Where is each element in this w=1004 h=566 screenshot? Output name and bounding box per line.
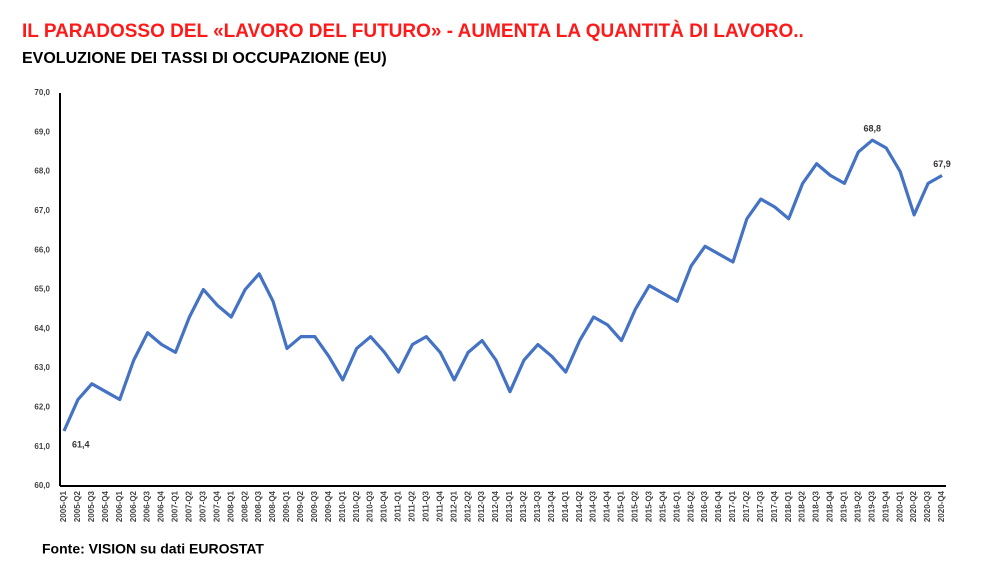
- x-tick-label: 2014-Q1: [561, 490, 570, 522]
- x-tick-label: 2019-Q1: [840, 490, 849, 522]
- x-tick-label: 2012-Q3: [477, 490, 486, 522]
- x-tick-label: 2010-Q1: [338, 490, 347, 522]
- y-tick-label: 66,0: [34, 245, 50, 254]
- x-tick-label: 2005-Q3: [87, 490, 96, 522]
- x-tick-label: 2005-Q2: [73, 490, 82, 522]
- x-tick-label: 2020-Q2: [909, 490, 918, 522]
- x-tick-label: 2008-Q1: [226, 490, 235, 522]
- x-tick-label: 2013-Q3: [533, 490, 542, 522]
- x-tick-label: 2015-Q4: [658, 490, 667, 522]
- x-tick-label: 2017-Q2: [742, 490, 751, 522]
- x-tick-label: 2018-Q4: [826, 490, 835, 522]
- y-tick-label: 64,0: [34, 324, 50, 333]
- x-tick-label: 2016-Q4: [714, 490, 723, 522]
- data-label: 68,8: [864, 124, 882, 134]
- x-tick-label: 2009-Q4: [324, 490, 333, 522]
- x-tick-label: 2009-Q2: [296, 490, 305, 522]
- x-tick-label: 2020-Q3: [923, 490, 932, 522]
- source: Fonte: VISION su dati EUROSTAT: [42, 541, 264, 557]
- x-tick-label: 2020-Q4: [937, 490, 946, 522]
- x-tick-label: 2011-Q3: [421, 490, 430, 521]
- x-tick-label: 2012-Q1: [449, 490, 458, 522]
- x-tick-label: 2017-Q3: [756, 490, 765, 522]
- x-tick-label: 2006-Q3: [143, 490, 152, 522]
- x-tick-label: 2019-Q2: [853, 490, 862, 522]
- y-tick-label: 68,0: [34, 167, 50, 176]
- y-tick-label: 62,0: [34, 403, 50, 412]
- y-tick-label: 60,0: [34, 481, 50, 490]
- x-tick-label: 2006-Q1: [115, 490, 124, 522]
- x-tick-label: 2013-Q1: [505, 490, 514, 522]
- x-tick-label: 2016-Q1: [672, 490, 681, 522]
- x-tick-label: 2014-Q3: [589, 490, 598, 522]
- x-tick-label: 2019-Q3: [867, 490, 876, 522]
- x-tick-label: 2007-Q1: [171, 490, 180, 522]
- x-tick-label: 2018-Q1: [784, 490, 793, 522]
- x-tick-label: 2017-Q4: [770, 490, 779, 522]
- y-tick-label: 63,0: [34, 363, 50, 372]
- x-tick-label: 2005-Q1: [59, 490, 68, 522]
- x-tick-label: 2007-Q3: [198, 490, 207, 522]
- y-tick-label: 70,0: [34, 88, 50, 97]
- x-tick-label: 2008-Q4: [268, 490, 277, 522]
- x-tick-label: 2013-Q4: [547, 490, 556, 522]
- chart-subtitle: EVOLUZIONE DEI TASSI DI OCCUPAZIONE (EU): [22, 50, 387, 67]
- line-series: [62, 138, 943, 432]
- x-tick-label: 2007-Q2: [185, 490, 194, 522]
- x-tick-label: 2012-Q2: [463, 490, 472, 522]
- x-tick-label: 2009-Q1: [282, 490, 291, 522]
- x-tick-label: 2020-Q1: [895, 490, 904, 522]
- x-tick-label: 2016-Q3: [700, 490, 709, 522]
- y-tick-label: 69,0: [34, 127, 50, 136]
- x-tick-label: 2010-Q2: [352, 490, 361, 522]
- data-label: 61,4: [72, 439, 90, 449]
- x-tick-label: 2006-Q2: [129, 490, 138, 522]
- x-tick-label: 2009-Q3: [310, 490, 319, 522]
- data-label: 67,9: [933, 159, 951, 169]
- x-tick-label: 2012-Q4: [491, 490, 500, 522]
- x-tick-label: 2014-Q4: [603, 490, 612, 522]
- x-tick-label: 2015-Q2: [631, 490, 640, 522]
- x-tick-label: 2010-Q3: [366, 490, 375, 522]
- x-tick-label: 2006-Q4: [157, 490, 166, 522]
- x-tick-label: 2008-Q3: [254, 490, 263, 522]
- x-tick-label: 2013-Q2: [519, 490, 528, 522]
- x-tick-label: 2011-Q2: [408, 490, 417, 521]
- x-tick-label: 2010-Q4: [380, 490, 389, 522]
- x-tick-label: 2011-Q1: [394, 490, 403, 521]
- x-tick-label: 2015-Q1: [617, 490, 626, 522]
- x-tick-label: 2017-Q1: [728, 490, 737, 522]
- y-tick-label: 67,0: [34, 206, 50, 215]
- y-tick-label: 65,0: [34, 285, 50, 294]
- x-tick-label: 2008-Q2: [240, 490, 249, 522]
- x-tick-label: 2011-Q4: [435, 490, 444, 521]
- x-tick-label: 2007-Q4: [212, 490, 221, 522]
- chart-title: IL PARADOSSO DEL «LAVORO DEL FUTURO» - A…: [22, 20, 804, 42]
- y-tick-label: 61,0: [34, 442, 50, 451]
- x-tick-label: 2005-Q4: [101, 490, 110, 522]
- x-tick-label: 2018-Q2: [798, 490, 807, 522]
- x-tick-label: 2016-Q2: [686, 490, 695, 522]
- x-tick-label: 2019-Q4: [881, 490, 890, 522]
- x-tick-label: 2014-Q2: [575, 490, 584, 522]
- x-tick-label: 2015-Q3: [644, 490, 653, 522]
- x-tick-label: 2018-Q3: [812, 490, 821, 522]
